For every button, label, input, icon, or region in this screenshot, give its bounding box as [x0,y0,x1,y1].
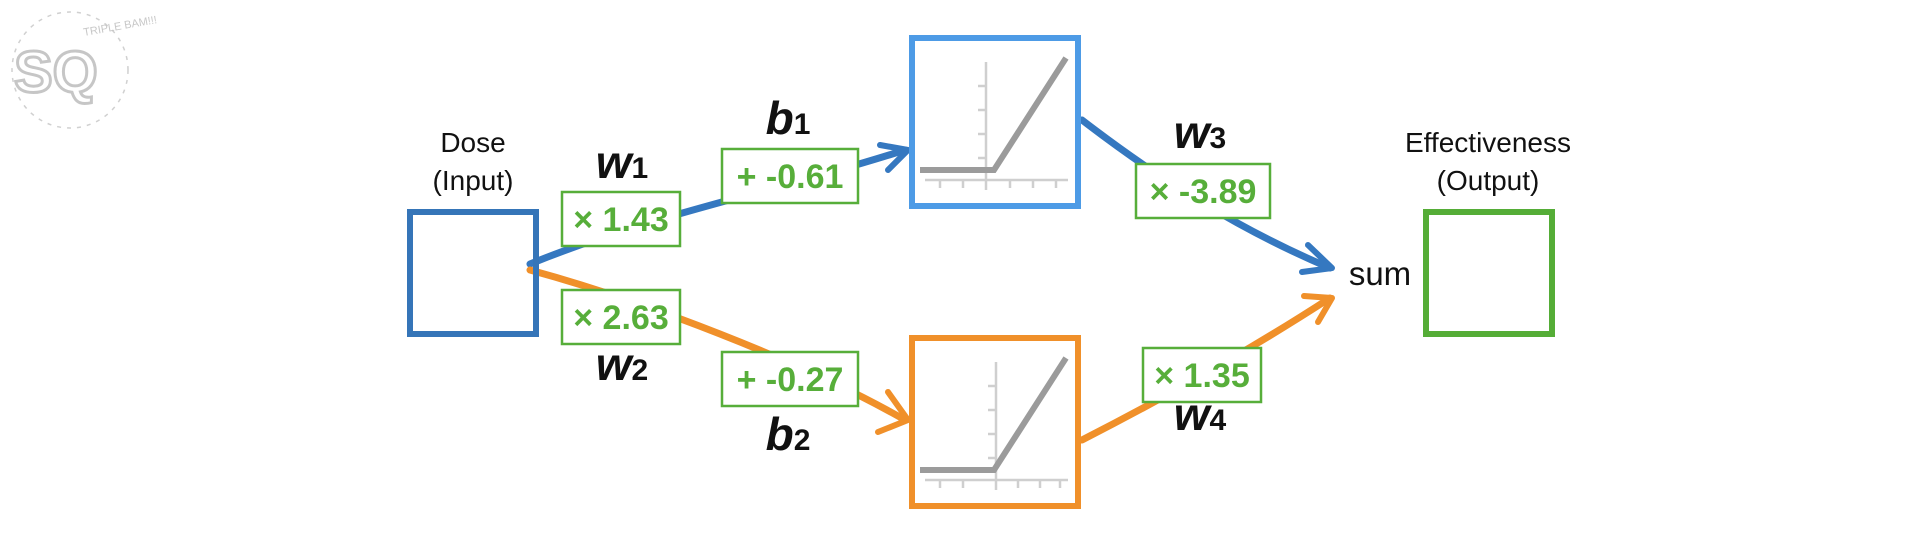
w1-label: w1 [596,136,648,188]
input-label-line2: (Input) [433,165,514,196]
relu-axes-bottom [925,362,1068,490]
w1-value-box: × 1.43 [560,190,682,248]
relu-curve-top [920,56,1069,173]
hidden-node-top [909,35,1081,209]
b1-value-box: + -0.61 [720,147,860,205]
output-label-line2: (Output) [1437,165,1540,196]
logo-tagline: TRIPLE BAM!!! [82,14,158,39]
arrowhead-hidden-top [877,142,911,173]
b2-value: + -0.27 [737,361,844,399]
arrowhead-hidden-bottom [875,389,911,435]
input-node: Dose (Input) [407,127,539,337]
logo-text: SQ [14,40,98,105]
input-label-line1: Dose [440,127,505,158]
relu-curve-bottom [920,356,1069,473]
w3-value-box: × -3.89 [1134,162,1272,220]
b2-label: b2 [766,408,811,460]
w2-value-box: × 2.63 [560,288,682,346]
b1-value: + -0.61 [737,158,844,196]
w2-label: w2 [596,338,648,390]
output-node: Effectiveness (Output) [1405,127,1571,337]
w2-value: × 2.63 [573,299,668,337]
sum-label: sum [1349,255,1411,292]
b1-label: b1 [766,92,811,144]
output-label-line1: Effectiveness [1405,127,1571,158]
arrowhead-sum-bottom [1301,293,1335,325]
edge-input-to-hidden-bottom [526,266,909,424]
w4-value-box: × 1.35 [1141,346,1263,404]
w1-value: × 1.43 [573,201,668,239]
b2-value-box: + -0.27 [720,350,860,408]
w4-value: × 1.35 [1154,357,1249,395]
w3-label: w3 [1174,106,1226,158]
statquest-logo: SQ TRIPLE BAM!!! [11,11,158,129]
hidden-node-bottom [909,335,1081,509]
arrowhead-sum-top [1299,242,1335,275]
w3-value: × -3.89 [1150,173,1257,211]
